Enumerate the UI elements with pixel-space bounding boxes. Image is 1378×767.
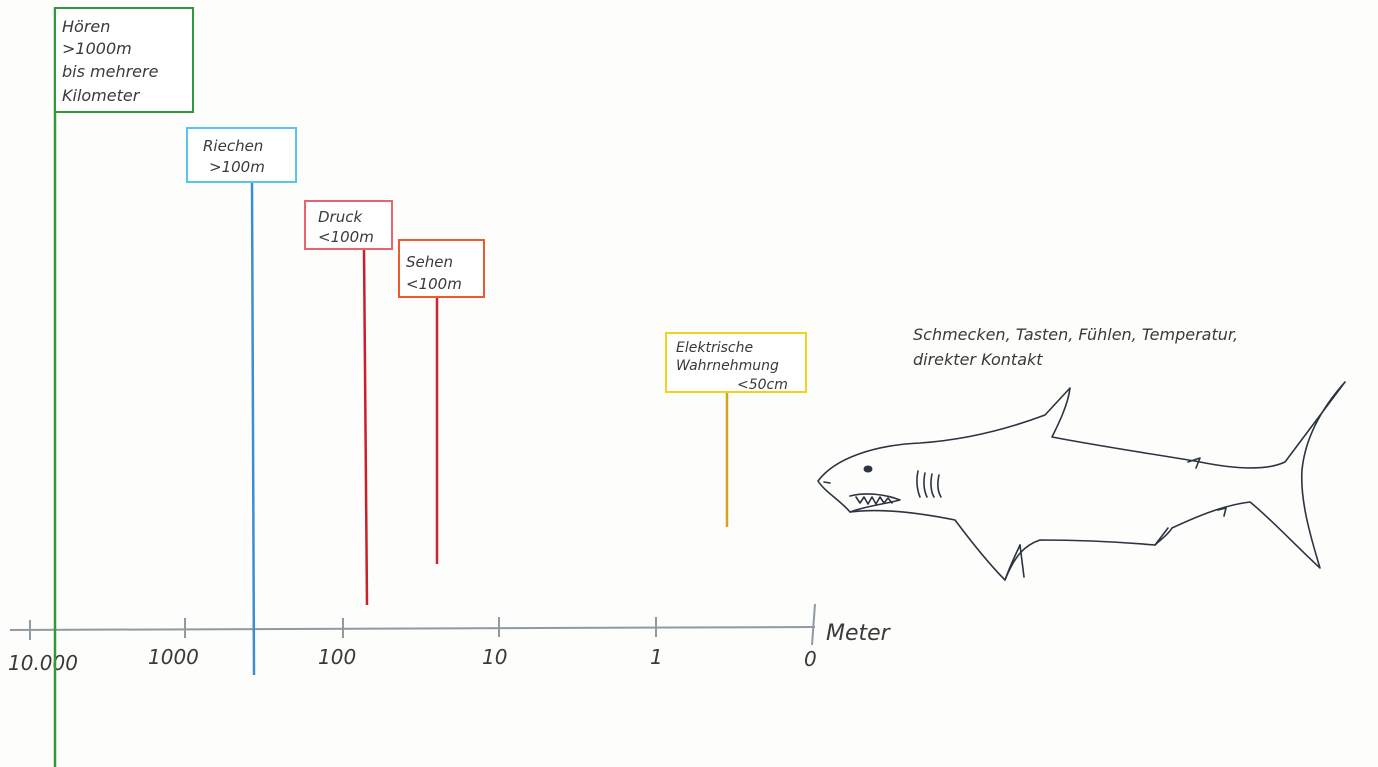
distance-axis: 10.000 1000 100 10 1 0 Meter <box>8 603 892 675</box>
contact-senses-note: Schmecken, Tasten, Fühlen, Temperatur, d… <box>913 325 1238 369</box>
label-box-smell <box>186 127 297 183</box>
label-hearing-line1: Hören <box>62 17 110 36</box>
label-electro-line1: Elektrische <box>676 340 753 356</box>
label-pressure-line1: Druck <box>318 208 363 226</box>
label-hearing-line2: >1000m <box>62 39 132 58</box>
label-box-sight <box>398 239 485 298</box>
label-pressure-line2: <100m <box>318 228 374 246</box>
label-sight-line2: <100m <box>406 275 462 293</box>
label-box-pressure <box>304 200 393 250</box>
label-electro-line3: <50cm <box>737 377 788 393</box>
tick-label-10: 10 <box>482 645 507 669</box>
label-sight-line1: Sehen <box>406 253 453 271</box>
tick-label-0: 0 <box>804 647 817 671</box>
tick-label-1: 1 <box>650 645 663 669</box>
axis-unit-label: Meter <box>826 621 892 646</box>
sense-smell: Riechen >100m <box>186 127 297 676</box>
contact-note-line1: Schmecken, Tasten, Fühlen, Temperatur, <box>913 325 1238 344</box>
label-box-electroreception <box>665 332 807 393</box>
sense-hearing: Hören >1000m bis mehrere Kilometer <box>53 7 194 767</box>
contact-note-line2: direkter Kontakt <box>913 350 1043 369</box>
label-electro-line2: Wahrnehmung <box>676 358 779 374</box>
shark-drawing <box>817 381 1346 581</box>
label-hearing-line4: Kilometer <box>62 86 141 105</box>
axis-line <box>9 626 816 631</box>
range-line-pressure <box>362 248 369 606</box>
range-line-smell <box>250 181 256 676</box>
tick-label-10000: 10.000 <box>8 651 78 675</box>
axis-end-tick <box>811 603 816 646</box>
sense-electroreception: Elektrische Wahrnehmung <50cm <box>665 332 807 527</box>
sense-sight: Sehen <100m <box>398 239 485 564</box>
tick-label-100: 100 <box>318 645 356 669</box>
label-smell-line1: Riechen <box>203 137 263 155</box>
sense-pressure: Druck <100m <box>304 200 393 606</box>
tick-label-1000: 1000 <box>148 645 199 669</box>
label-box-hearing <box>54 7 194 113</box>
label-hearing-line3: bis mehrere <box>62 62 159 81</box>
label-smell-line2: >100m <box>209 158 265 176</box>
